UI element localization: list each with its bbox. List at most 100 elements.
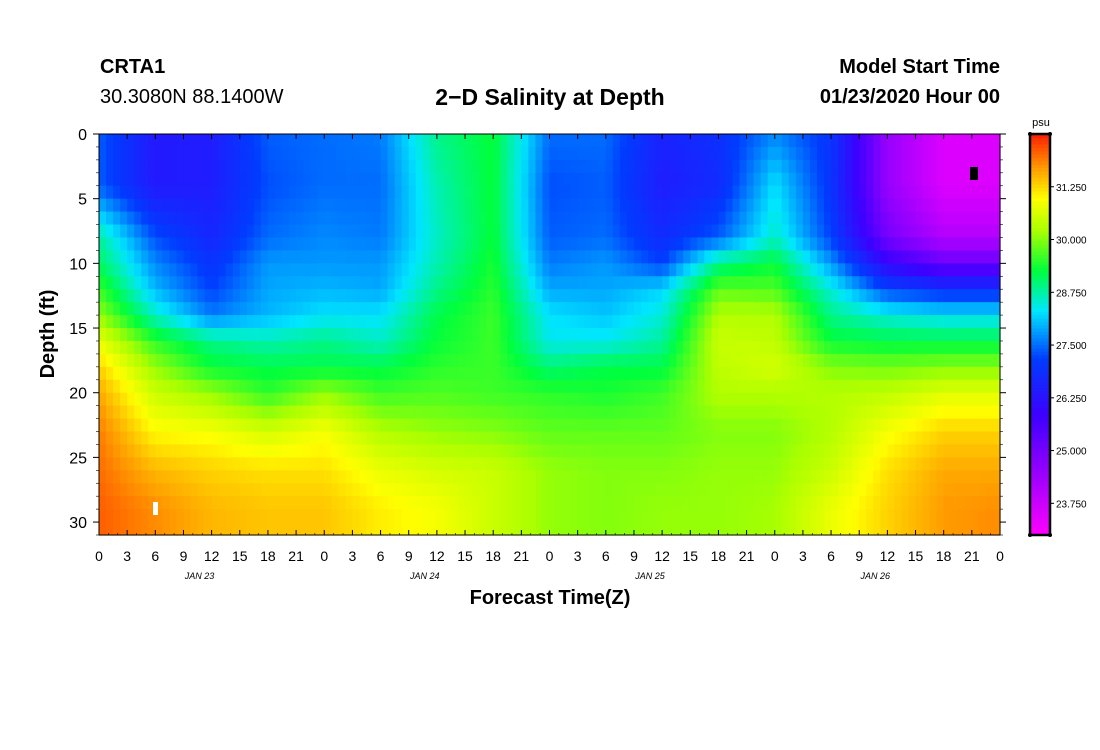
heatmap-cell: [514, 250, 522, 264]
heatmap-cell: [648, 250, 656, 264]
heatmap-cell: [781, 405, 790, 420]
heatmap-cell: [591, 289, 600, 303]
heatmap-cell: [838, 483, 846, 497]
heatmap-cell: [197, 444, 206, 458]
heatmap-cell: [915, 224, 924, 239]
heatmap-cell: [274, 250, 283, 264]
heatmap-cell: [901, 470, 910, 484]
heatmap-cell: [211, 289, 220, 303]
heatmap-cell: [472, 509, 480, 523]
heatmap-cell: [584, 483, 593, 497]
heatmap-cell: [676, 211, 684, 226]
heatmap-cell: [190, 328, 199, 342]
heatmap-cell: [964, 405, 973, 420]
heatmap-cell: [809, 185, 818, 200]
heatmap-cell: [760, 276, 769, 290]
heatmap-cell: [718, 315, 727, 329]
heatmap-cell: [267, 263, 276, 277]
heatmap-cell: [985, 224, 994, 239]
heatmap-cell: [472, 224, 480, 239]
heatmap-cell: [296, 185, 304, 200]
heatmap-cell: [936, 263, 945, 277]
heatmap-cell: [633, 159, 642, 174]
heatmap-cell: [662, 146, 670, 161]
heatmap-cell: [401, 379, 410, 394]
heatmap-cell: [317, 172, 325, 187]
heatmap-cell: [190, 263, 199, 277]
heatmap-cell: [366, 483, 375, 497]
heatmap-cell: [950, 198, 959, 213]
heatmap-cell: [915, 379, 924, 394]
heatmap-cell: [669, 198, 677, 213]
heatmap-cell: [225, 198, 234, 213]
heatmap-cell: [683, 340, 691, 355]
heatmap-cell: [465, 289, 473, 303]
heatmap-cell: [373, 353, 382, 368]
heatmap-cell: [943, 263, 952, 277]
heatmap-cell: [612, 237, 621, 252]
heatmap-cell: [612, 159, 621, 174]
heatmap-cell: [936, 159, 945, 174]
heatmap-cell: [978, 302, 987, 316]
colorbar-swatch: [1030, 297, 1050, 302]
heatmap-cell: [486, 159, 494, 174]
heatmap-cell: [514, 392, 522, 407]
heatmap-cell: [704, 302, 712, 316]
heatmap-cell: [239, 366, 248, 381]
heatmap-cell: [767, 315, 776, 329]
heatmap-cell: [816, 470, 825, 484]
heatmap-cell: [781, 496, 790, 510]
heatmap-cell: [852, 392, 860, 407]
heatmap-cell: [465, 340, 473, 355]
heatmap-cell: [542, 405, 551, 420]
heatmap-cell: [648, 340, 656, 355]
heatmap-cell: [936, 522, 945, 536]
heatmap-cell: [809, 392, 818, 407]
heatmap-cell: [739, 263, 748, 277]
heatmap-cell: [774, 250, 783, 264]
heatmap-cell: [246, 496, 255, 510]
heatmap-cell: [507, 185, 515, 200]
heatmap-cell: [176, 146, 185, 161]
heatmap-cell: [725, 328, 734, 342]
heatmap-cell: [211, 224, 220, 239]
heatmap-cell: [514, 289, 522, 303]
heatmap-cell: [169, 457, 178, 471]
heatmap-cell: [633, 444, 642, 458]
heatmap-cell: [824, 134, 832, 148]
heatmap-cell: [985, 146, 994, 161]
heatmap-cell: [880, 392, 888, 407]
heatmap-cell: [162, 224, 170, 239]
heatmap-cell: [704, 496, 712, 510]
heatmap-cell: [380, 224, 389, 239]
heatmap-cell: [852, 353, 860, 368]
heatmap-cell: [274, 134, 283, 148]
heatmap-cell: [908, 366, 917, 381]
colorbar-swatch: [1030, 160, 1050, 165]
heatmap-cell: [584, 366, 593, 381]
heatmap-cell: [774, 134, 783, 148]
heatmap-cell: [725, 483, 734, 497]
heatmap-cell: [697, 276, 705, 290]
heatmap-cell: [746, 328, 755, 342]
heatmap-cell: [450, 211, 459, 226]
heatmap-cell: [605, 134, 614, 148]
heatmap-cell: [148, 340, 156, 355]
heatmap-cell: [148, 457, 156, 471]
heatmap-cell: [155, 340, 163, 355]
heatmap-cell: [260, 198, 269, 213]
heatmap-cell: [598, 159, 607, 174]
heatmap-cell: [465, 302, 473, 316]
heatmap-cell: [662, 431, 670, 446]
heatmap-cell: [957, 457, 966, 471]
colorbar-swatch: [1030, 367, 1050, 372]
heatmap-cell: [528, 185, 537, 200]
heatmap-cell: [296, 483, 304, 497]
heatmap-cell: [493, 224, 501, 239]
heatmap-cell: [901, 159, 910, 174]
heatmap-cell: [824, 237, 832, 252]
heatmap-cell: [239, 237, 248, 252]
heatmap-cell: [99, 198, 107, 213]
heatmap-cell: [760, 328, 769, 342]
heatmap-cell: [387, 483, 396, 497]
